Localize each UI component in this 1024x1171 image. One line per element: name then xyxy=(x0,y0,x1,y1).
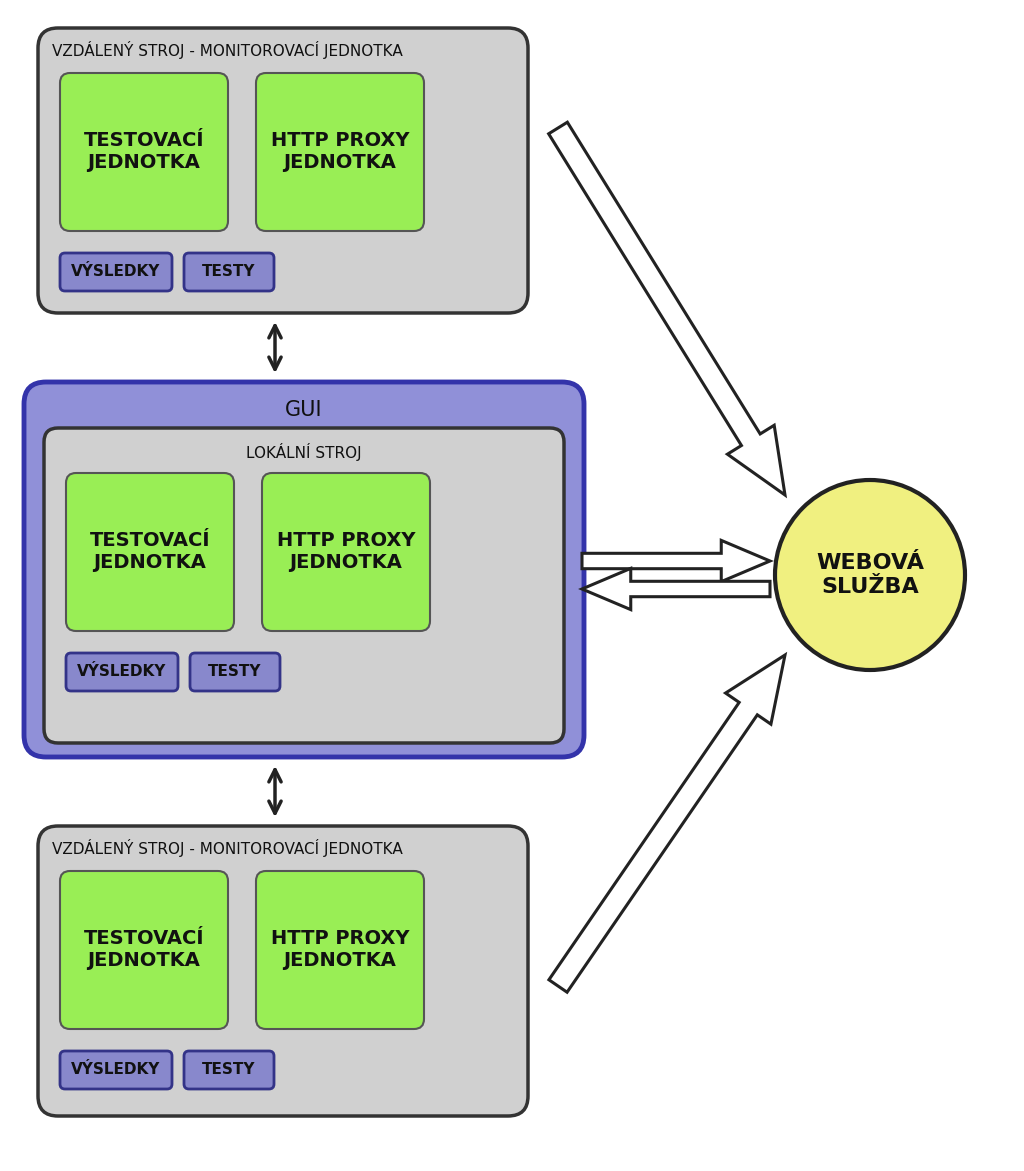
FancyBboxPatch shape xyxy=(256,871,424,1029)
Text: TESTOVACÍ
JEDNOTKA: TESTOVACÍ JEDNOTKA xyxy=(84,930,204,971)
FancyBboxPatch shape xyxy=(38,28,528,313)
Text: HTTP PROXY
JEDNOTKA: HTTP PROXY JEDNOTKA xyxy=(276,532,416,573)
FancyBboxPatch shape xyxy=(44,427,564,744)
Text: TESTOVACÍ
JEDNOTKA: TESTOVACÍ JEDNOTKA xyxy=(84,131,204,172)
Polygon shape xyxy=(582,540,770,582)
Text: VÝSLEDKY: VÝSLEDKY xyxy=(78,664,167,679)
Text: VÝSLEDKY: VÝSLEDKY xyxy=(72,265,161,280)
Polygon shape xyxy=(549,122,785,495)
Text: WEBOVÁ
SLUŽBA: WEBOVÁ SLUŽBA xyxy=(816,554,924,596)
Text: LOKÁLNÍ STROJ: LOKÁLNÍ STROJ xyxy=(246,443,361,461)
FancyBboxPatch shape xyxy=(262,473,430,631)
Text: VZDÁLENÝ STROJ - MONITOROVACÍ JEDNOTKA: VZDÁLENÝ STROJ - MONITOROVACÍ JEDNOTKA xyxy=(52,838,402,857)
Text: VZDÁLENÝ STROJ - MONITOROVACÍ JEDNOTKA: VZDÁLENÝ STROJ - MONITOROVACÍ JEDNOTKA xyxy=(52,41,402,59)
Text: HTTP PROXY
JEDNOTKA: HTTP PROXY JEDNOTKA xyxy=(270,131,410,172)
Text: HTTP PROXY
JEDNOTKA: HTTP PROXY JEDNOTKA xyxy=(270,930,410,971)
FancyBboxPatch shape xyxy=(256,73,424,231)
Text: GUI: GUI xyxy=(286,400,323,420)
Circle shape xyxy=(775,480,965,670)
Text: TESTOVACÍ
JEDNOTKA: TESTOVACÍ JEDNOTKA xyxy=(90,532,210,573)
FancyBboxPatch shape xyxy=(66,473,234,631)
FancyBboxPatch shape xyxy=(184,253,274,292)
Polygon shape xyxy=(549,655,785,992)
Polygon shape xyxy=(582,568,770,610)
FancyBboxPatch shape xyxy=(66,653,178,691)
Text: TESTY: TESTY xyxy=(203,265,256,280)
FancyBboxPatch shape xyxy=(190,653,280,691)
FancyBboxPatch shape xyxy=(60,871,228,1029)
Text: TESTY: TESTY xyxy=(208,664,262,679)
FancyBboxPatch shape xyxy=(60,1052,172,1089)
FancyBboxPatch shape xyxy=(184,1052,274,1089)
FancyBboxPatch shape xyxy=(60,253,172,292)
FancyBboxPatch shape xyxy=(38,826,528,1116)
FancyBboxPatch shape xyxy=(60,73,228,231)
FancyBboxPatch shape xyxy=(24,382,584,756)
Text: VÝSLEDKY: VÝSLEDKY xyxy=(72,1062,161,1077)
Text: TESTY: TESTY xyxy=(203,1062,256,1077)
